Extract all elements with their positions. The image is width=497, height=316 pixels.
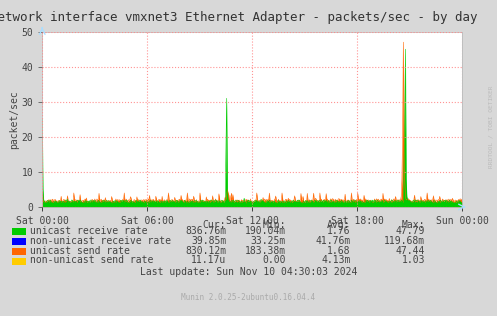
Text: 0.00: 0.00	[262, 255, 286, 265]
Text: Max:: Max:	[402, 220, 425, 230]
Text: 1.68: 1.68	[327, 246, 350, 256]
Text: Cur:: Cur:	[203, 220, 226, 230]
Text: 119.68m: 119.68m	[384, 236, 425, 246]
Text: Avg:: Avg:	[327, 220, 350, 230]
Text: 183.38m: 183.38m	[245, 246, 286, 256]
Text: 1.03: 1.03	[402, 255, 425, 265]
Text: Network interface vmxnet3 Ethernet Adapter - packets/sec - by day: Network interface vmxnet3 Ethernet Adapt…	[0, 11, 477, 24]
Text: Last update: Sun Nov 10 04:30:03 2024: Last update: Sun Nov 10 04:30:03 2024	[140, 267, 357, 277]
Text: 190.04m: 190.04m	[245, 226, 286, 236]
Y-axis label: packet/sec: packet/sec	[8, 90, 19, 149]
Text: 830.12m: 830.12m	[185, 246, 226, 256]
Text: Munin 2.0.25-2ubuntu0.16.04.4: Munin 2.0.25-2ubuntu0.16.04.4	[181, 293, 316, 301]
Text: 33.25m: 33.25m	[250, 236, 286, 246]
Text: unicast send rate: unicast send rate	[30, 246, 130, 256]
Text: 47.44: 47.44	[396, 246, 425, 256]
Text: 11.17u: 11.17u	[191, 255, 226, 265]
Text: 836.76m: 836.76m	[185, 226, 226, 236]
Text: RRDTOOL / TOBI OETIKER: RRDTOOL / TOBI OETIKER	[488, 85, 493, 168]
Text: 1.76: 1.76	[327, 226, 350, 236]
Text: non-unicast receive rate: non-unicast receive rate	[30, 236, 171, 246]
Text: 41.76m: 41.76m	[315, 236, 350, 246]
Text: non-unicast send rate: non-unicast send rate	[30, 255, 153, 265]
Text: unicast receive rate: unicast receive rate	[30, 226, 147, 236]
Text: 39.85m: 39.85m	[191, 236, 226, 246]
Text: Min:: Min:	[262, 220, 286, 230]
Text: 4.13m: 4.13m	[321, 255, 350, 265]
Text: 47.79: 47.79	[396, 226, 425, 236]
